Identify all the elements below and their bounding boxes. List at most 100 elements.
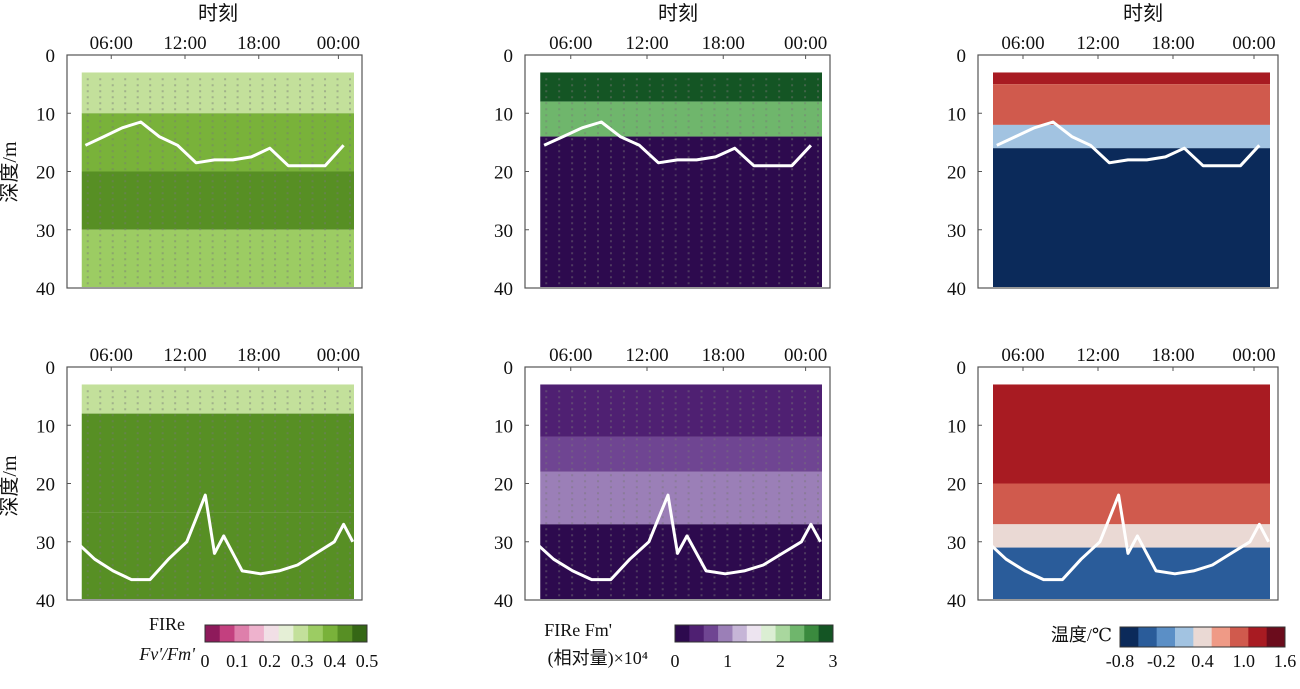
- colorbar-swatch: [1175, 627, 1194, 647]
- time-tick-label: 06:00: [90, 33, 133, 54]
- colorbar-fvfm-subtitle: Fv'/Fm': [138, 644, 196, 664]
- colorbar-tick-label: -0.8: [1106, 651, 1135, 671]
- time-tick-label: 06:00: [1001, 345, 1044, 366]
- colorbar-swatch: [746, 625, 762, 642]
- time-tick-label: 00:00: [317, 345, 360, 366]
- time-title-top-left: 时刻: [198, 2, 238, 25]
- heatmap-band: [81, 512, 354, 599]
- depth-tick-label: 30: [494, 533, 513, 554]
- depth-tick-label: 0: [504, 358, 514, 379]
- colorbar-frame: [674, 624, 834, 643]
- depth-tick-label: 40: [36, 279, 55, 300]
- colorbar-swatch: [804, 625, 820, 642]
- panel-temp-bottom: 06:00 12:00 18:00 00:00 0 10 20 30 40: [947, 345, 1279, 612]
- colorbar-swatch: [775, 625, 791, 642]
- depth-title-top: 深度/m: [0, 141, 21, 203]
- colorbar-tick-label: 1.0: [1233, 651, 1256, 671]
- colorbar-swatch: [1266, 627, 1286, 647]
- time-tick-label: 00:00: [317, 33, 360, 54]
- depth-tick-label: 40: [36, 591, 55, 612]
- time-tick-label: 12:00: [163, 345, 206, 366]
- depth-tick-label: 20: [36, 475, 55, 496]
- heatmap-area: [75, 384, 355, 599]
- colorbar-tick-label: 0.4: [323, 651, 346, 671]
- colorbar-swatch: [675, 625, 690, 642]
- depth-tick-label: 10: [36, 104, 55, 125]
- colorbar-tick-label: 2: [776, 651, 785, 671]
- depth-tick-label: 20: [36, 163, 55, 184]
- colorbar-temp-title: 温度/℃: [1051, 625, 1112, 645]
- time-tick-label: 18:00: [237, 345, 280, 366]
- depth-tick-label: 10: [947, 416, 966, 437]
- depth-tick-label: 10: [36, 416, 55, 437]
- heatmap-band: [81, 384, 354, 414]
- depth-tick-label: 20: [494, 475, 513, 496]
- heatmap-band: [540, 471, 822, 525]
- heatmap-band: [81, 171, 354, 230]
- colorbar-fvfm-title: FIRe: [149, 614, 185, 634]
- heatmap-band: [993, 384, 1270, 484]
- depth-tick-label: 20: [494, 163, 513, 184]
- depth-tick-label: 0: [957, 358, 967, 379]
- depth-tick-label: 30: [494, 221, 513, 242]
- depth-tick-label: 30: [947, 533, 966, 554]
- colorbar-swatch: [1211, 627, 1231, 647]
- heatmap-band: [993, 72, 1270, 85]
- colorbar-temp: 温度/℃ -0.8 -0.2 0.4 1.0 1.6: [1051, 625, 1296, 671]
- panel-fm-top: 06:00 12:00 18:00 00:00 0 10 20 30 40: [494, 33, 831, 300]
- colorbar-swatch: [322, 625, 339, 642]
- panel-fm-bottom: 06:00 12:00 18:00 00:00 0 10 20 30 40: [494, 345, 831, 612]
- time-tick-label: 00:00: [784, 33, 827, 54]
- colorbar-swatch: [263, 625, 280, 642]
- time-tick-label: 12:00: [1076, 33, 1119, 54]
- colorbar-tick-label: 0.5: [356, 651, 379, 671]
- heatmap-band: [540, 101, 822, 137]
- time-tick-label: 06:00: [1001, 33, 1044, 54]
- depth-tick-label: 10: [494, 104, 513, 125]
- colorbar-swatch: [1248, 627, 1268, 647]
- colorbar-tick-label: 0.1: [226, 651, 249, 671]
- depth-tick-label: 40: [494, 591, 513, 612]
- colorbar-swatch: [1193, 627, 1213, 647]
- depth-tick-label: 40: [947, 279, 966, 300]
- colorbar-swatch: [293, 625, 309, 642]
- time-tick-label: 18:00: [702, 345, 745, 366]
- heatmap-band: [81, 72, 354, 114]
- depth-tick-label: 30: [36, 221, 55, 242]
- mixed-layer-depth-line: [543, 120, 812, 168]
- time-title-top-middle: 时刻: [658, 2, 698, 25]
- colorbar-swatch: [337, 625, 353, 642]
- depth-title-bottom: 深度/m: [0, 455, 21, 517]
- heatmap-band: [993, 148, 1270, 287]
- colorbar-fm-title: FIRe Fm': [544, 620, 612, 640]
- mixed-layer-depth-line: [75, 493, 355, 582]
- colorbar-tick-label: 0.3: [291, 651, 314, 671]
- heatmap-band: [81, 113, 354, 172]
- heatmap-band: [540, 384, 822, 437]
- colorbar-swatch: [1156, 627, 1176, 647]
- heatmap-band: [993, 483, 1270, 525]
- depth-tick-label: 0: [504, 46, 514, 67]
- depth-tick-label: 0: [46, 358, 56, 379]
- time-tick-label: 00:00: [1232, 33, 1275, 54]
- time-tick-label: 06:00: [549, 345, 592, 366]
- panel-fvfm-bottom: 06:00 12:00 18:00 00:00 0 10 20 30 40: [36, 345, 363, 612]
- colorbar-swatch: [234, 625, 250, 642]
- mixed-layer-depth-line: [533, 493, 822, 582]
- panel-fvfm-top: 06:00 12:00 18:00 00:00 0 10 20 30 40: [36, 33, 363, 300]
- colorbar-swatch: [732, 625, 748, 642]
- time-tick-label: 18:00: [237, 33, 280, 54]
- depth-tick-label: 30: [36, 533, 55, 554]
- time-tick-label: 06:00: [90, 345, 133, 366]
- colorbar-frame: [204, 624, 368, 643]
- colorbar-swatch: [761, 625, 777, 642]
- time-tick-label: 12:00: [625, 33, 668, 54]
- heatmap-band: [993, 84, 1270, 125]
- colorbar-tick-label: 0.4: [1191, 651, 1214, 671]
- heatmap-band: [540, 136, 822, 287]
- colorbar-tick-label: 0.2: [259, 651, 282, 671]
- heatmap-band: [81, 413, 354, 513]
- heatmap-band: [540, 524, 822, 599]
- depth-tick-label: 0: [957, 46, 967, 67]
- colorbar-swatch: [703, 625, 719, 642]
